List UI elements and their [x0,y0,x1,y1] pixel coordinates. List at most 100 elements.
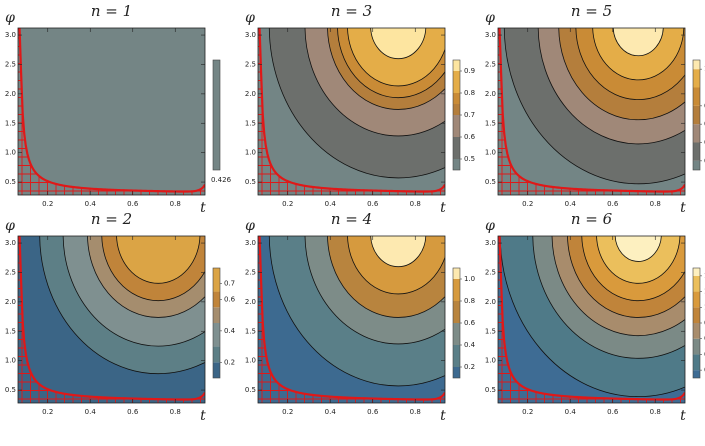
colorbar-band [693,142,700,161]
y-tick-label: 2.0 [485,90,496,98]
colorbar-band [213,346,220,363]
colorbar-tick-label: 0.8 [464,89,475,97]
colorbar-band [453,159,460,170]
colorbar-band [453,115,460,137]
y-tick-label: 1.5 [245,327,256,335]
colorbar-tick-label: 0.7 [464,111,475,119]
colorbar-band [453,104,460,115]
x-tick-label: 0.6 [607,200,619,208]
y-tick-label: 2.5 [245,60,256,68]
x-tick-label: 0.8 [650,200,661,208]
frame [257,27,446,196]
plot-area [18,236,205,403]
y-tick-label: 1.0 [245,357,256,365]
colorbar: 0.20.40.60.81.01.21.4 [692,267,705,379]
chart-title: n = 2 [91,210,132,228]
x-axis-label: t [440,408,446,424]
colorbar-tick-label: 0.2 [464,363,475,371]
boundary-curve [18,28,205,193]
colorbar-tick-label: 0.7 [224,280,235,288]
colorbar-band [453,345,460,367]
frame [497,27,686,196]
y-tick-label: 1.0 [5,357,16,365]
colorbar: 0.5 0.6 0.7 0.8 0.9 [452,59,476,171]
plot-area [258,236,445,403]
chart-title: n = 4 [331,210,372,228]
x-tick-label: 0.4 [325,408,337,416]
y-tick-label: 3.0 [5,239,16,247]
colorbar-tick-label: 0.4 [224,327,236,335]
y-tick-label: 2.5 [5,268,16,276]
colorbar-tick-label: 0.9 [464,67,475,75]
x-tick-label: 0.2 [522,200,533,208]
colorbar-tick-label: 1.0 [464,275,475,283]
x-tick-label: 0.8 [170,200,181,208]
x-axis-label: t [680,200,686,216]
frame [257,235,446,404]
contour [612,28,664,57]
colorbar-band [213,307,220,323]
colorbar-band [693,307,700,323]
panel: 0.2 0.4 0.6 0.8 0.5 1.0 1.5 2.0 2.5 3.0 n = 1 t φ 0.4… [5,2,232,216]
panel: 0.2 0.4 0.6 0.8 0.5 1.0 1.5 2.0 2.5 3.0 n = 5 t φ 0.5… [485,2,705,216]
x-tick-label: 0.8 [410,200,421,208]
frame [17,235,206,404]
x-axis-label: t [200,200,206,216]
y-tick-label: 1.0 [485,357,496,365]
colorbar-band [693,87,700,106]
contour [370,236,427,268]
plot-area [18,28,205,195]
y-axis-label: φ [485,218,495,234]
y-tick-label: 0.5 [245,386,256,394]
x-tick-label: 0.4 [85,200,97,208]
y-tick-label: 2.0 [485,298,496,306]
panel: 0.2 0.4 0.6 0.8 0.5 1.0 1.5 2.0 2.5 3.0 n = 4 t φ 0.2… [245,210,476,424]
x-tick-label: 0.6 [607,408,619,416]
x-tick-label: 0.4 [325,200,337,208]
x-tick-label: 0.4 [85,408,97,416]
colorbar-band [453,323,460,345]
x-tick-label: 0.6 [127,408,139,416]
colorbar-band [453,367,460,378]
boundary-curve [258,28,445,193]
colorbar-tick-label: 0.6 [464,133,476,141]
x-tick-label: 0.6 [367,200,379,208]
colorbar-band [693,60,700,70]
y-axis-label: φ [5,218,15,234]
y-tick-label: 2.0 [245,90,256,98]
y-tick-label: 0.5 [485,178,496,186]
y-tick-label: 1.5 [485,119,496,127]
colorbar-band [693,370,700,378]
x-tick-label: 0.4 [565,408,577,416]
y-tick-label: 1.5 [245,119,256,127]
colorbar: 0.2 0.4 0.6 0.8 1.0 [452,267,476,379]
x-tick-label: 0.4 [565,200,577,208]
colorbar-tick-label: 0.6 [224,295,236,303]
colorbar-band [212,59,221,171]
colorbar-band [213,291,220,308]
boundary-curve [498,236,685,401]
y-axis-label: φ [485,10,495,26]
x-tick-label: 0.2 [282,408,293,416]
y-tick-label: 2.5 [485,268,496,276]
colorbar: 0.50.60.70.81.0 [692,59,705,171]
colorbar-band [693,105,700,125]
colorbar-band [693,323,700,339]
colorbar-band [453,93,460,104]
chart-title: n = 6 [571,210,613,228]
colorbar-tick-label: 0.5 [464,155,475,163]
y-tick-label: 1.0 [245,149,256,157]
x-tick-label: 0.2 [42,408,53,416]
plot-area [498,236,685,403]
y-tick-label: 1.0 [5,149,16,157]
x-tick-label: 0.8 [410,408,421,416]
colorbar-band [693,291,700,308]
y-tick-label: 3.0 [245,31,256,39]
colorbar-band [453,279,460,301]
colorbar-tick-label: 0.8 [464,297,475,305]
contour [116,236,201,284]
colorbar-band [693,160,700,170]
contour [370,28,427,60]
panel: 0.2 0.4 0.6 0.8 0.5 1.0 1.5 2.0 2.5 3.0 n = 3 t φ 0.5… [245,2,476,216]
